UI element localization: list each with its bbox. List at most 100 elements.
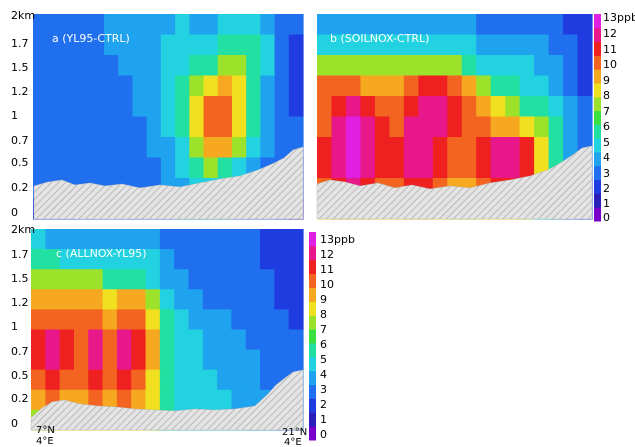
- panel-c-cell: [245, 309, 261, 331]
- panel-a-cell: [75, 96, 91, 118]
- panel-a-ytick: 0.2: [11, 181, 29, 194]
- panel-c-cell: [131, 309, 147, 331]
- panel-c-cell: [116, 309, 132, 331]
- panel-c-xtick-right-lon: 4°E: [284, 437, 302, 447]
- panel-b-cell: [418, 55, 434, 77]
- panel-c-cell: [217, 269, 233, 290]
- panel-a-cell: [132, 55, 148, 77]
- panel-b-cell: [505, 116, 521, 138]
- panel-c-cell: [188, 389, 204, 411]
- panel-c-cell: [159, 389, 175, 411]
- colorbar-bottom-tick: 2: [320, 398, 327, 411]
- panel-b-cell: [374, 14, 390, 36]
- panel-c-cell: [73, 249, 89, 270]
- panel-a-cell: [231, 116, 247, 138]
- panel-b-cell: [447, 75, 463, 97]
- panel-a-cell: [61, 137, 77, 159]
- panel-c-cell: [31, 229, 46, 250]
- panel-b-cell: [374, 34, 390, 56]
- panel-c-cell: [274, 309, 290, 331]
- panel-c-cell: [145, 269, 161, 290]
- panel-a-cell: [288, 116, 304, 138]
- panel-b-cell: [345, 116, 362, 138]
- colorbar-bottom-tick: 0: [320, 428, 327, 441]
- panel-b-cell: [374, 157, 390, 179]
- panel-c-cell: [45, 349, 61, 371]
- panel-b-cell: [389, 14, 405, 36]
- colorbar-bottom-block: [309, 329, 316, 344]
- panel-b-cell: [577, 34, 593, 56]
- panel-a-cell: [246, 75, 261, 97]
- colorbar-bottom-block: [309, 398, 316, 413]
- panel-b-cell: [418, 75, 434, 97]
- colorbar-bottom-tick: 1: [320, 413, 327, 426]
- panel-a-cell: [231, 34, 247, 56]
- panel-b-cell: [447, 137, 463, 159]
- panel-a-cell: [288, 96, 304, 118]
- panel-b-cell: [403, 55, 419, 77]
- panel-b-cell: [432, 116, 448, 138]
- panel-a-cell: [274, 75, 290, 97]
- panel-c-cell: [31, 249, 46, 270]
- panel-b-cell: [563, 116, 579, 138]
- panel-a-cell: [160, 116, 176, 138]
- panel-b-cell: [447, 96, 463, 118]
- panel-a-ytick: 1.7: [11, 37, 29, 50]
- panel-b-cell: [432, 34, 448, 56]
- panel-b-cell: [490, 55, 506, 77]
- panel-a-cell: [118, 14, 134, 36]
- panel-c-cell: [59, 229, 75, 250]
- panel-a-cell: [75, 157, 91, 179]
- panel-c-cell: [245, 269, 261, 290]
- panel-a-cell: [175, 75, 190, 97]
- panel-a-cell: [89, 137, 105, 159]
- panel-a-cell: [104, 75, 119, 97]
- colorbar-top: 13ppb 12 11 10 9 8 7 6 5 4 3 2 1 0: [594, 11, 635, 224]
- colorbar-bottom-block: [309, 315, 316, 330]
- panel-b-cell: [418, 96, 434, 118]
- panel-a-cell: [75, 55, 91, 77]
- panel-a-cell: [189, 157, 205, 179]
- colorbar-top-tick: 13ppb: [603, 11, 635, 24]
- panel-a-cell: [160, 157, 176, 179]
- panel-b-cell: [403, 14, 419, 36]
- panel-a-cell: [203, 116, 219, 138]
- panel-a-cell: [146, 96, 162, 118]
- panel-a-cell: [160, 14, 176, 36]
- panel-a-cell: [118, 96, 134, 118]
- panel-b-cell: [447, 34, 463, 56]
- panel-c-cell: [116, 349, 132, 371]
- panel-c-cell: [245, 369, 261, 391]
- panel-c-ytick: 0.2: [11, 392, 29, 405]
- panel-b-cell: [519, 137, 535, 159]
- panel-a-cell: [175, 137, 190, 159]
- panel-b-cell: [403, 75, 419, 97]
- panel-b-cell: [476, 137, 492, 159]
- panel-b-cell: [331, 116, 347, 138]
- panel-a-cell: [33, 14, 48, 36]
- colorbar-top-block: [594, 193, 601, 208]
- panel-b-cell: [360, 75, 376, 97]
- panel-a-cell: [274, 14, 290, 36]
- panel-c-cell: [59, 289, 75, 310]
- colorbar-bottom-block: [309, 370, 316, 386]
- panel-c-x-axis: 7°N 4°E 21°N 4°E: [36, 425, 307, 447]
- panel-a-cell: [47, 75, 63, 97]
- panel-c-cell: [288, 349, 304, 371]
- colorbar-top-tick: 9: [603, 74, 610, 87]
- panel-c: c (ALLNOX-YL95) 2km 1.7 1.5 1.2 1 0.7 0.…: [11, 223, 307, 447]
- panel-b-cell: [374, 55, 390, 77]
- panel-c-cell: [188, 269, 204, 290]
- panel-c-cell: [188, 249, 204, 270]
- panel-b-cell: [317, 96, 333, 118]
- panel-c-cell: [102, 349, 118, 371]
- colorbar-top-block: [594, 179, 601, 194]
- panel-a-cell: [47, 137, 63, 159]
- colorbar-top-block: [594, 83, 601, 98]
- colorbar-top-block: [594, 41, 601, 56]
- panel-a-cell: [217, 34, 233, 56]
- panel-c-cell: [260, 229, 275, 250]
- panel-a-cell: [175, 55, 190, 77]
- panel-b-cell: [317, 55, 333, 77]
- colorbar-bottom-tick: 12: [320, 248, 334, 261]
